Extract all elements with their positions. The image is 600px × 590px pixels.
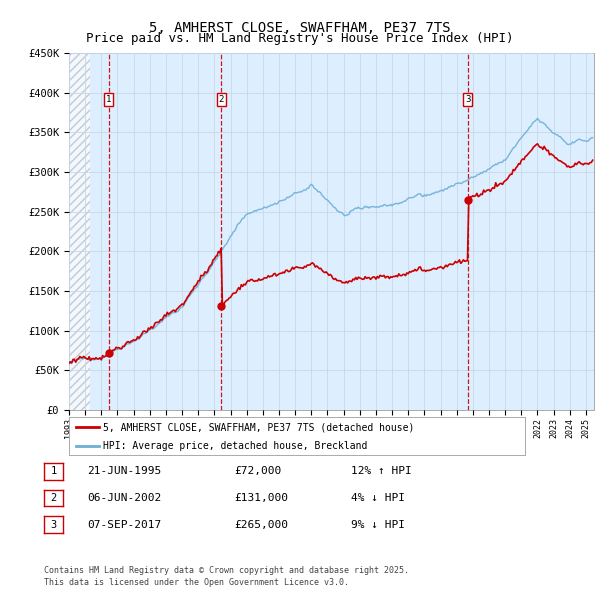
- Text: 9% ↓ HPI: 9% ↓ HPI: [351, 520, 405, 529]
- Text: 1: 1: [50, 467, 56, 476]
- Text: 2: 2: [50, 493, 56, 503]
- Text: 07-SEP-2017: 07-SEP-2017: [87, 520, 161, 529]
- Text: 5, AMHERST CLOSE, SWAFFHAM, PE37 7TS (detached house): 5, AMHERST CLOSE, SWAFFHAM, PE37 7TS (de…: [103, 422, 415, 432]
- Bar: [69, 53, 90, 410]
- Text: £72,000: £72,000: [234, 467, 281, 476]
- Text: 4% ↓ HPI: 4% ↓ HPI: [351, 493, 405, 503]
- Text: Contains HM Land Registry data © Crown copyright and database right 2025.
This d: Contains HM Land Registry data © Crown c…: [44, 566, 409, 587]
- Text: Price paid vs. HM Land Registry's House Price Index (HPI): Price paid vs. HM Land Registry's House …: [86, 32, 514, 45]
- Text: 3: 3: [50, 520, 56, 529]
- Text: HPI: Average price, detached house, Breckland: HPI: Average price, detached house, Brec…: [103, 441, 368, 451]
- Text: 5, AMHERST CLOSE, SWAFFHAM, PE37 7TS: 5, AMHERST CLOSE, SWAFFHAM, PE37 7TS: [149, 21, 451, 35]
- Text: 21-JUN-1995: 21-JUN-1995: [87, 467, 161, 476]
- Text: 1: 1: [106, 95, 112, 104]
- Text: 06-JUN-2002: 06-JUN-2002: [87, 493, 161, 503]
- Text: £265,000: £265,000: [234, 520, 288, 529]
- Text: 2: 2: [218, 95, 224, 104]
- Text: 3: 3: [465, 95, 470, 104]
- Text: £131,000: £131,000: [234, 493, 288, 503]
- Bar: [69, 53, 90, 410]
- Text: 12% ↑ HPI: 12% ↑ HPI: [351, 467, 412, 476]
